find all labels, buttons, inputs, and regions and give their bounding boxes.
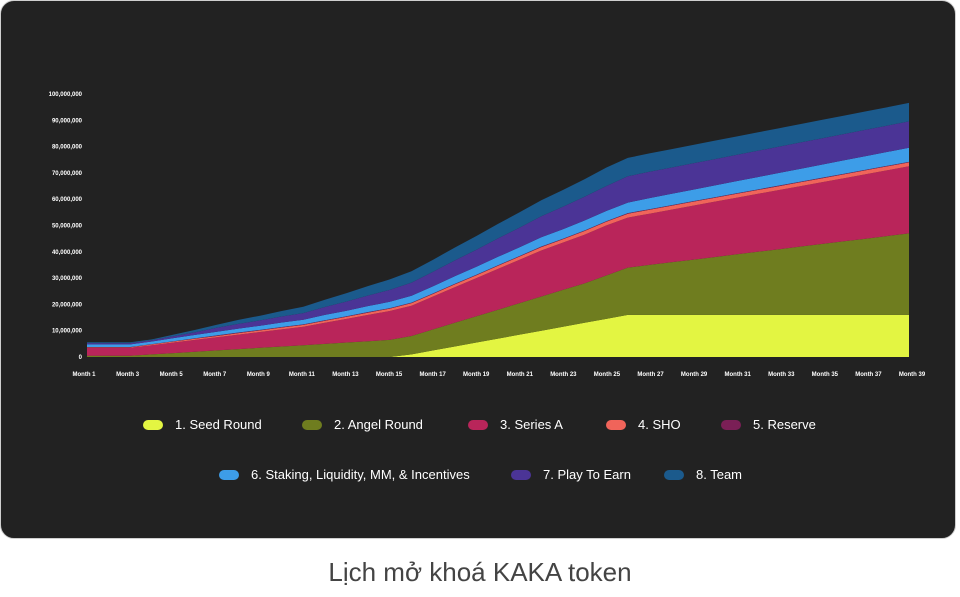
chart-panel: 0 10,000,000 20,000,000 30,000,000 40,000,00… bbox=[0, 0, 956, 539]
y-tick-label: 60,000,000 bbox=[52, 197, 83, 203]
legend-swatch bbox=[219, 469, 239, 480]
legend-item: 7. Play To Earn bbox=[511, 467, 631, 482]
legend-swatch bbox=[664, 469, 684, 480]
x-tick-label: Month 3 bbox=[116, 372, 140, 378]
legend-item: 8. Team bbox=[664, 467, 742, 482]
y-axis: 0 10,000,000 20,000,000 30,000,000 40,000,00… bbox=[49, 92, 83, 361]
legend-label: 2. Angel Round bbox=[334, 417, 423, 432]
area-series-2 bbox=[87, 233, 909, 357]
y-tick-label: 20,000,000 bbox=[52, 302, 83, 308]
x-tick-label: Month 33 bbox=[768, 372, 795, 378]
legend-swatch bbox=[143, 419, 163, 430]
legend-label: 7. Play To Earn bbox=[543, 467, 631, 482]
area-series-8 bbox=[87, 102, 909, 344]
area-series-3 bbox=[87, 166, 909, 356]
x-tick-label: Month 29 bbox=[681, 372, 708, 378]
area-series-1 bbox=[87, 314, 909, 357]
figure-caption: Lịch mở khoá KAKA token bbox=[328, 557, 632, 587]
area-series-6 bbox=[87, 147, 909, 347]
x-axis: Month 1 Month 3 Month 5 Month 7 Month 9 Month… bbox=[73, 372, 926, 378]
legend-item: 2. Angel Round bbox=[302, 417, 423, 432]
chart-areas bbox=[87, 102, 909, 357]
legend-swatch bbox=[606, 419, 626, 430]
x-tick-label: Month 31 bbox=[725, 372, 752, 378]
x-tick-label: Month 25 bbox=[594, 372, 621, 378]
x-tick-label: Month 13 bbox=[332, 372, 359, 378]
x-tick-label: Month 15 bbox=[376, 372, 403, 378]
x-tick-label: Month 19 bbox=[463, 372, 490, 378]
legend-item: 6. Staking, Liquidity, MM, & Incentives bbox=[219, 467, 470, 482]
x-tick-label: Month 35 bbox=[812, 372, 839, 378]
area-chart: 0 10,000,000 20,000,000 30,000,000 40,000,00… bbox=[49, 92, 926, 378]
x-tick-label: Month 21 bbox=[507, 372, 534, 378]
y-tick-label: 0 bbox=[79, 355, 83, 361]
legend-label: 4. SHO bbox=[638, 417, 681, 432]
legend-item: 3. Series A bbox=[468, 417, 563, 432]
y-tick-label: 100,000,000 bbox=[49, 92, 83, 98]
legend-item: 5. Reserve bbox=[721, 417, 816, 432]
legend-swatch bbox=[468, 419, 488, 430]
y-tick-label: 40,000,000 bbox=[52, 250, 83, 256]
y-tick-label: 10,000,000 bbox=[52, 329, 83, 335]
legend-item: 4. SHO bbox=[606, 417, 681, 432]
legend-label: 6. Staking, Liquidity, MM, & Incentives bbox=[251, 467, 470, 482]
x-tick-label: Month 39 bbox=[899, 372, 926, 378]
legend-label: 5. Reserve bbox=[753, 417, 816, 432]
x-tick-label: Month 11 bbox=[289, 372, 316, 378]
y-tick-label: 90,000,000 bbox=[52, 118, 83, 124]
x-tick-label: Month 23 bbox=[550, 372, 577, 378]
legend-swatch bbox=[511, 469, 531, 480]
legend-swatch bbox=[302, 419, 322, 430]
x-tick-label: Month 27 bbox=[637, 372, 664, 378]
legend-swatch bbox=[721, 419, 741, 430]
x-tick-label: Month 37 bbox=[855, 372, 882, 378]
x-tick-label: Month 7 bbox=[203, 372, 227, 378]
y-tick-label: 30,000,000 bbox=[52, 276, 83, 282]
legend-label: 3. Series A bbox=[500, 417, 563, 432]
area-series-4 bbox=[87, 162, 909, 348]
x-tick-label: Month 9 bbox=[247, 372, 271, 378]
legend-label: 1. Seed Round bbox=[175, 417, 262, 432]
x-tick-label: Month 1 bbox=[73, 372, 97, 378]
area-series-7 bbox=[87, 121, 909, 345]
y-tick-label: 80,000,000 bbox=[52, 145, 83, 151]
y-tick-label: 50,000,000 bbox=[52, 224, 83, 230]
x-tick-label: Month 17 bbox=[419, 372, 446, 378]
x-tick-label: Month 5 bbox=[160, 372, 184, 378]
legend-item: 1. Seed Round bbox=[143, 417, 262, 432]
legend-label: 8. Team bbox=[696, 467, 743, 482]
y-tick-label: 70,000,000 bbox=[52, 171, 83, 177]
